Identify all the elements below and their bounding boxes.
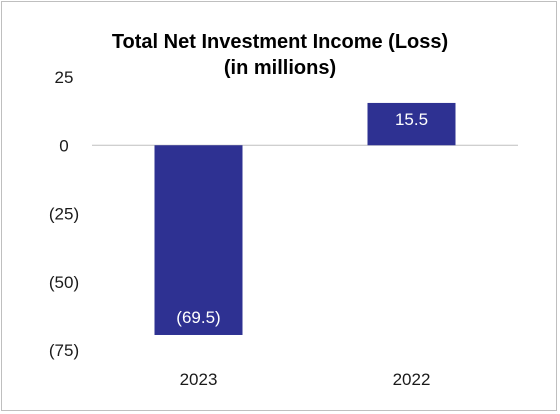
chart-title-line-1: Total Net Investment Income (Loss)	[112, 31, 448, 53]
x-axis: 2023 2022	[180, 370, 431, 389]
bar-2023	[154, 145, 243, 335]
x-tick-label: 2023	[180, 370, 218, 389]
bars: (69.5) 15.5	[154, 102, 456, 335]
data-label: (69.5)	[176, 308, 220, 327]
data-label: 15.5	[395, 110, 428, 129]
y-tick-label: 0	[59, 136, 68, 155]
y-axis: 25 0 (25) (50) (75)	[49, 68, 79, 360]
y-tick-label: (25)	[49, 205, 79, 224]
bar-2022	[367, 102, 456, 146]
y-tick-label: (75)	[49, 341, 79, 360]
y-tick-label: 25	[55, 68, 74, 87]
chart-title-line-2: (in millions)	[224, 57, 336, 79]
x-tick-label: 2022	[393, 370, 431, 389]
y-tick-label: (50)	[49, 273, 79, 292]
